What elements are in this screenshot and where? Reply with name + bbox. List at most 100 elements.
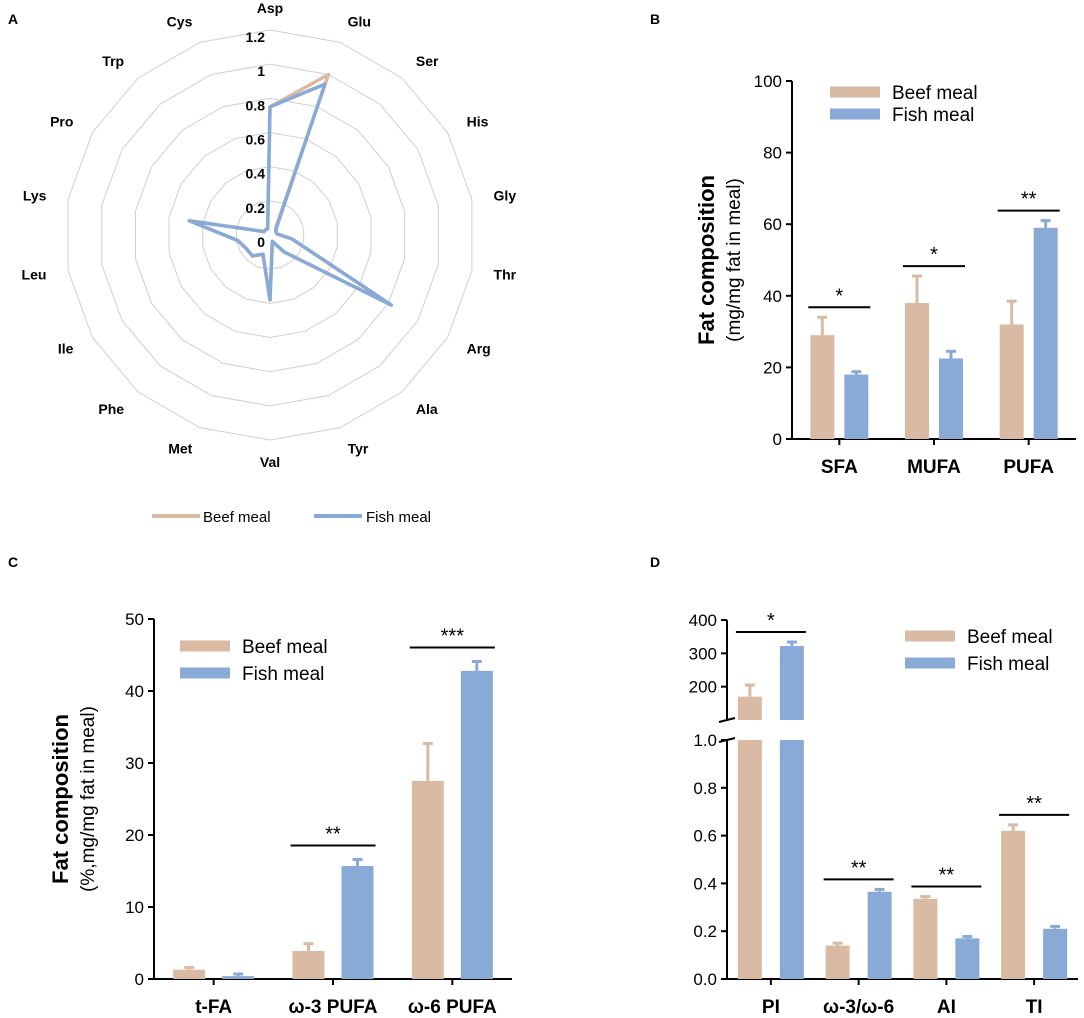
radar-axis-label: Glu [348,14,371,30]
legend-label-beef: Beef meal [967,627,1053,648]
y-tick-label: 100 [754,72,782,91]
radar-chart-a: 0 0.2 0.4 0.6 0.8 1 1.2 Asp Glu Ser His Gly Thr Arg Al… [22,0,517,526]
y-tick-label: 40 [125,682,144,701]
legend-label-fish: Fish meal [892,105,974,126]
y-tick-label: 60 [763,215,782,234]
x-tick-label: TI [1026,997,1043,1018]
bar-chart-c: 0 10 20 30 40 50 t-FA ω-3 PUFA ** ω-6 PUFA *** Fat … [48,610,512,1018]
y-tick-label: 400 [689,611,717,630]
y-axis-title: Fat composition [694,175,719,345]
legend-label-beef: Beef meal [242,637,328,658]
radar-grid-ring [134,97,406,373]
bar [1001,830,1026,979]
significance-marker: * [767,610,775,632]
bar [1043,928,1068,979]
radar-tick-label: 0.4 [246,166,266,182]
bar [292,950,325,979]
bar-chart-d: 0.0 0.2 0.4 0.6 0.8 1.0 200 300 400 PI * ω-3/ω-6 ** A… [689,610,1078,1018]
bar [939,358,963,439]
y-tick-label: 10 [125,898,144,917]
y-axis-title: Fat composition [48,714,73,884]
panel-label-a: A [8,11,18,27]
bar [737,696,762,720]
radar-tick-label: 0.8 [246,97,266,113]
axis-break-mark [718,717,736,723]
radar-axis-label: His [467,114,489,130]
radar-axis-label: Ile [58,341,74,357]
radar-axis-label: Thr [494,266,517,282]
y-tick-label: 1.0 [693,731,717,750]
y-tick-label: 0.0 [693,970,717,989]
y-tick-label: 40 [763,287,782,306]
radar-tick-label: 0 [257,234,265,250]
bar [1033,227,1058,439]
significance-marker: *** [441,625,465,647]
bar [844,374,869,439]
bar [222,976,255,979]
radar-axis-label: Pro [50,114,73,130]
x-tick-label: PUFA [1003,457,1054,478]
radar-grid-ring [67,29,473,441]
radar-series-line [187,82,394,307]
radar-tick-label: 1 [257,63,265,79]
y-tick-label: 30 [125,754,144,773]
panel-label-c: C [8,554,18,570]
y-tick-label: 0.8 [693,779,717,798]
bar [999,324,1024,439]
legend-label-fish: Fish meal [967,654,1049,675]
radar-axis-label: Ala [416,401,438,417]
x-tick-label: AI [937,997,956,1018]
significance-marker: ** [1026,793,1042,815]
radar-grid-ring [101,63,439,407]
bar [460,670,493,979]
y-tick-label: 0 [773,430,782,449]
y-axis-subtitle: (%,mg/mg fat in meal) [78,706,99,892]
radar-axis-label: Tyr [348,440,369,456]
radar-axis-label: Met [168,440,192,456]
bar [173,969,206,979]
radar-axis-label: Arg [467,341,491,357]
legend-label-fish: Fish meal [242,664,324,685]
radar-tick-label: 0.6 [246,132,266,148]
panel-label-d: D [650,554,660,570]
bar [810,335,835,439]
significance-marker: ** [1021,189,1037,211]
significance-marker: ** [851,857,867,879]
radar-tick-label: 0.2 [246,200,266,216]
x-tick-label: ω-3 PUFA [289,997,378,1018]
radar-axis-label: Cys [167,14,193,30]
x-tick-label: ω-3/ω-6 [823,997,894,1018]
y-tick-label: 0.4 [693,874,717,893]
radar-axis-label: Gly [494,188,517,204]
bar [411,781,444,979]
y-tick-label: 300 [689,644,717,663]
bar [913,898,938,979]
y-tick-label: 0.6 [693,827,717,846]
significance-marker: ** [939,865,955,887]
significance-marker: * [835,285,843,307]
y-tick-label: 200 [689,678,717,697]
radar-grid-ring [202,166,338,304]
bar [737,740,762,979]
legend-label-beef: Beef meal [892,83,978,104]
y-tick-label: 80 [763,144,782,163]
legend-label-fish: Fish meal [366,509,431,526]
significance-marker: * [930,244,938,266]
radar-axis-label: Lys [23,188,47,204]
significance-marker: ** [325,823,341,845]
y-tick-label: 20 [763,358,782,377]
radar-axis-label: Asp [257,0,283,16]
bar [825,945,850,979]
x-tick-label: SFA [821,457,858,478]
radar-grid-ring [168,131,372,339]
y-axis-subtitle: (mg/mg fat in meal) [724,178,745,342]
bar [955,938,980,979]
bar-chart-b: 0 20 40 60 80 100 SFA * MUFA * PUFA ** Fat compositi… [694,72,1076,478]
bar [867,891,892,979]
radar-axis-label: Leu [22,266,47,282]
radar-axis-label: Trp [102,53,124,69]
radar-axis-label: Ser [416,53,439,69]
x-tick-label: PI [762,997,780,1018]
y-tick-label: 0.2 [693,922,717,941]
